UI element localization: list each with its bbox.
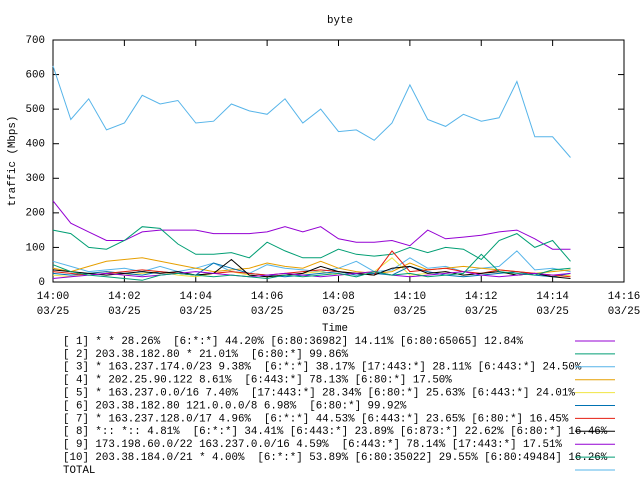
y-tick-label: 100 [26, 242, 45, 254]
y-tick-label: 600 [26, 69, 45, 81]
series-line [52, 262, 571, 278]
legend-label: [ 1] * * 28.26% [6:*:*] 44.20% [6:80:369… [63, 336, 524, 348]
legend-label: [ 8] *:: *:: 4.81% [6:*:*] 34.41% [6:443… [63, 426, 608, 438]
series-line [52, 65, 571, 158]
legend-label: TOTAL [63, 465, 95, 477]
y-tick-label: 200 [26, 208, 45, 220]
x-tick-label: 14:10 03/25 [394, 291, 426, 318]
chart-title: byte [327, 15, 353, 27]
series-line [52, 258, 571, 279]
legend-label: [ 9] 173.198.60.0/22 163.237.0.0/16 4.59… [63, 439, 562, 451]
y-tick-label: 400 [26, 139, 45, 151]
series-line [52, 226, 571, 262]
x-tick-label: 14:02 03/25 [108, 291, 140, 318]
legend-label: [ 5] * 163.237.0.0/16 7.40% [17:443:*] 2… [63, 387, 575, 399]
y-tick-label: 700 [26, 35, 45, 47]
legend-label: [ 2] 203.38.182.80 * 21.01% [6:80:*] 99.… [63, 349, 349, 361]
series-line [52, 200, 571, 250]
x-tick-label: 14:08 03/25 [322, 291, 354, 318]
legend-label: [ 3] * 163.237.174.0/23 9.38% [6:*:*] 38… [63, 362, 582, 374]
legend-label: [ 7] * 163.237.128.0/17 4.96% [6:*:*] 44… [63, 413, 569, 425]
x-tick-label: 14:06 03/25 [251, 291, 283, 318]
x-tick-label: 14:00 03/25 [37, 291, 69, 318]
x-tick-label: 14:12 03/25 [465, 291, 497, 318]
series-line [52, 257, 571, 274]
x-tick-label: 14:14 03/25 [536, 291, 568, 318]
series-line [52, 253, 571, 281]
x-axis-label: Time [322, 323, 348, 335]
x-tick-label: 14:16 03/25 [608, 291, 640, 318]
y-axis-label: traffic (Mbps) [7, 116, 19, 207]
x-tick-label: 14:04 03/25 [180, 291, 212, 318]
legend-label: [ 6] 203.38.182.80 121.0.0.0/8 6.98% [6:… [63, 400, 407, 412]
y-tick-label: 0 [39, 277, 45, 289]
y-tick-label: 300 [26, 173, 45, 185]
y-tick-label: 500 [26, 104, 45, 116]
legend-label: [ 4] * 202.25.90.122 8.61% [6:443:*] 78.… [63, 375, 452, 387]
legend-label: [10] 203.38.184.0/21 * 4.00% [6:*:*] 53.… [63, 452, 608, 464]
